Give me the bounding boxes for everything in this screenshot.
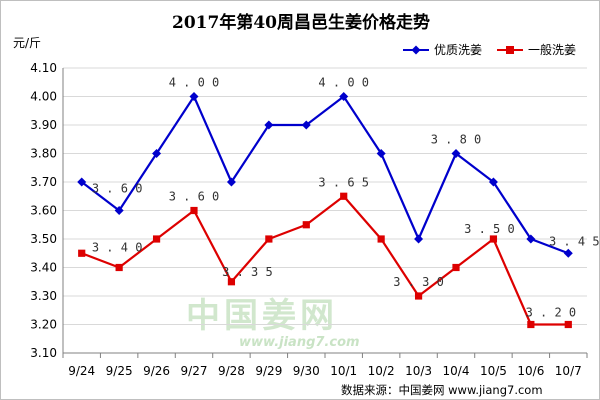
x-tick-label: 10/3 [405,364,432,378]
data-label: 4 . 0 0 [318,76,369,90]
y-tick-label: 3.90 [30,118,57,132]
legend-label-standard: 一般洗姜 [528,42,576,57]
axes: 3.10 3.20 3.30 3.40 3.50 3.60 3.70 3.80 3.90 4.00… [30,61,588,378]
data-point-standard [302,221,310,229]
chart-title: 2017年第40周昌邑生姜价格走势 [172,12,430,33]
x-tick-label: 10/2 [368,364,395,378]
data-label: 3 . 3 5 [222,265,273,279]
x-tick-label: 9/27 [181,364,208,378]
x-tick-label: 9/29 [255,364,282,378]
x-tick-label: 10/4 [443,364,470,378]
data-labels: 3 . 6 0 4 . 0 0 4 . 0 0 3 . 8 0 3 . 4 5 3 . 4… [92,76,599,320]
data-point-premium [301,120,311,130]
data-point-premium [189,92,199,101]
data-point-standard [564,320,572,329]
data-point-standard [190,206,198,215]
legend-label-premium: 优质洗姜 [434,43,482,57]
legend: 优质洗姜 一般洗姜 [403,42,576,57]
series-line-standard [81,195,569,326]
y-tick-label: 3.10 [30,346,57,360]
data-point-standard [340,192,348,200]
x-tick-label: 10/1 [330,364,357,378]
data-point-standard [377,235,385,243]
data-label: 3 . 5 0 [464,222,515,236]
data-point-premium [563,248,573,258]
data-label: 3 . 6 0 [92,182,143,196]
data-label: 3 . 4 0 [92,241,143,255]
data-point-premium [488,177,498,187]
y-tick-label: 3.40 [30,261,57,275]
x-tick-label: 9/25 [106,364,133,378]
data-label: 3 . 4 5 [549,234,599,248]
data-point-premium [376,149,386,158]
x-tick-label: 10/7 [555,364,582,378]
x-tick-label: 10/6 [517,364,544,378]
data-point-premium [152,149,162,158]
y-axis-unit-label: 元/斤 [13,36,41,50]
data-label: 3 . 6 0 [169,190,220,204]
data-point-standard [527,320,535,329]
data-point-standard [265,235,273,243]
watermark-url: www.jiang7.com [239,335,360,350]
watermark-logo-text: 中国姜网 [186,296,338,336]
legend-marker-premium [411,45,421,55]
data-point-standard [489,235,498,243]
x-tick-label: 9/30 [293,364,320,378]
data-point-premium [77,177,87,187]
data-label: 4 . 0 0 [169,76,220,90]
legend-marker-standard [506,46,514,54]
data-point-premium [414,234,424,244]
x-tick-label: 9/28 [218,364,245,378]
data-source: 数据来源：中国姜网 www.jiang7.com [341,383,543,397]
data-point-premium [226,177,236,187]
y-tick-label: 4.10 [30,61,57,75]
series [77,92,573,329]
data-point-premium [451,149,461,158]
data-point-premium [339,92,349,101]
watermark: 中国姜网 www.jiang7.com [186,296,360,350]
y-tick-label: 3.50 [30,232,57,246]
data-point-standard [115,263,123,272]
data-label: 3 . 3 0 [393,275,444,289]
x-tick-label: 10/5 [480,364,507,378]
y-tick-label: 3.80 [30,147,57,161]
grid [63,67,587,325]
data-point-standard [414,292,423,300]
data-point-standard [227,278,236,286]
data-point-standard [152,235,161,243]
series-line-premium [81,95,569,255]
data-point-premium [526,234,536,244]
data-point-standard [452,263,460,272]
y-tick-label: 3.60 [30,204,57,218]
data-label: 3 . 8 0 [431,133,482,147]
y-tick-label: 3.20 [30,318,57,332]
data-label: 3 . 6 5 [318,175,369,189]
y-tick-label: 4.00 [30,90,57,104]
y-tick-label: 3.30 [30,289,57,303]
data-point-standard [78,249,86,257]
x-tick-label: 9/24 [68,364,95,378]
data-point-premium [264,120,274,130]
data-label: 3 . 2 0 [526,306,577,320]
x-tick-label: 9/26 [143,364,170,378]
data-point-premium [114,206,124,215]
y-tick-label: 3.70 [30,175,57,189]
